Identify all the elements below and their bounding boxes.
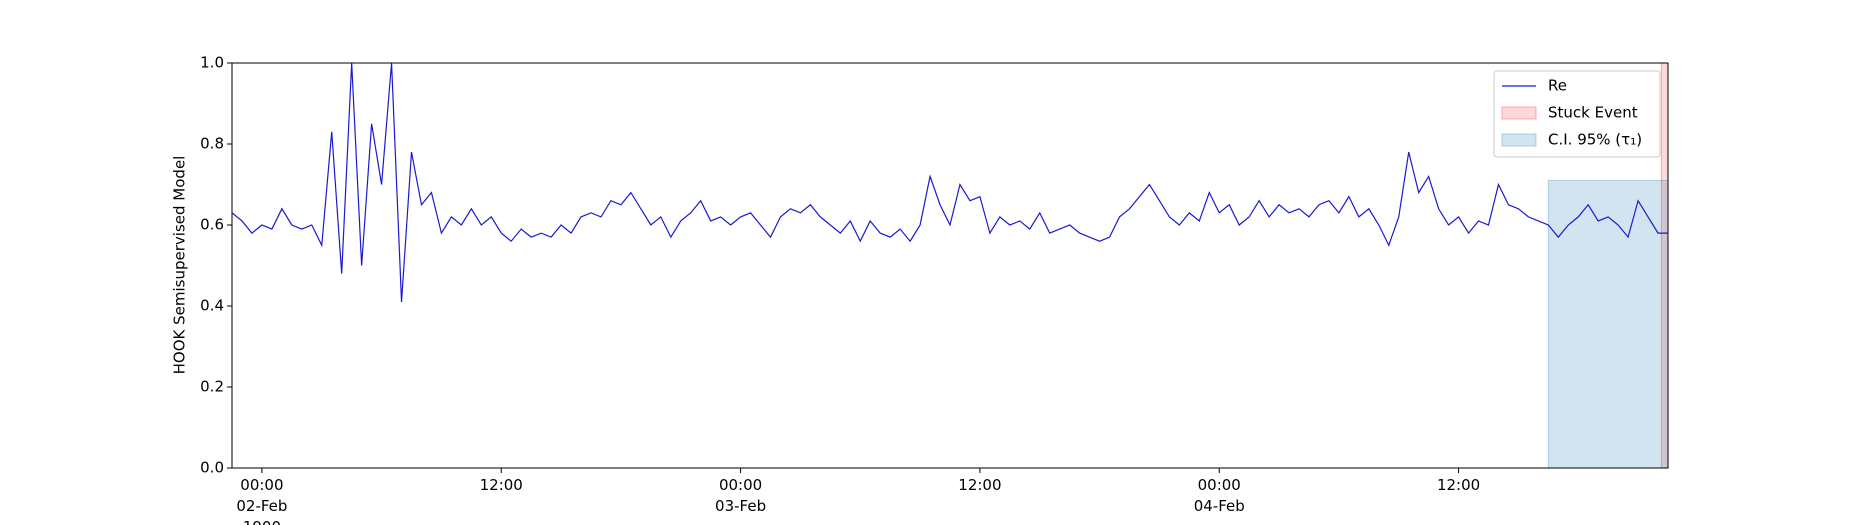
legend-label: Stuck Event — [1548, 104, 1638, 122]
span — [1547, 179, 1669, 469]
legend-box — [1493, 70, 1661, 158]
legend-label: C.I. 95% (τ₁) — [1548, 131, 1642, 149]
y-axis-label: HOOK Semisupervised Model — [171, 156, 189, 375]
plot-frame — [231, 62, 1669, 469]
x-tick-label: 12:00 — [479, 476, 523, 494]
legend-label: Re — [1548, 77, 1567, 95]
x-tick-label: 12:00 — [1436, 476, 1481, 494]
y-tick-label: 0.0 — [200, 459, 224, 477]
y-tick-label: 0.6 — [200, 216, 224, 234]
data-line — [231, 62, 1668, 302]
legend-patch — [1501, 106, 1537, 120]
x-tick-label: 12:00 — [958, 476, 1002, 494]
y-tick-label: 0.8 — [200, 135, 224, 153]
x-tick-label: 00:00 04-Feb — [1193, 476, 1245, 515]
legend-patch — [1501, 133, 1537, 147]
y-tick-label: 0.2 — [200, 378, 224, 396]
x-tick-label: 00:00 02-Feb 1900 — [236, 476, 288, 525]
y-tick-label: 1.0 — [200, 54, 224, 72]
y-tick-label: 0.4 — [200, 297, 224, 315]
x-tick-label: 00:00 03-Feb — [715, 476, 767, 515]
